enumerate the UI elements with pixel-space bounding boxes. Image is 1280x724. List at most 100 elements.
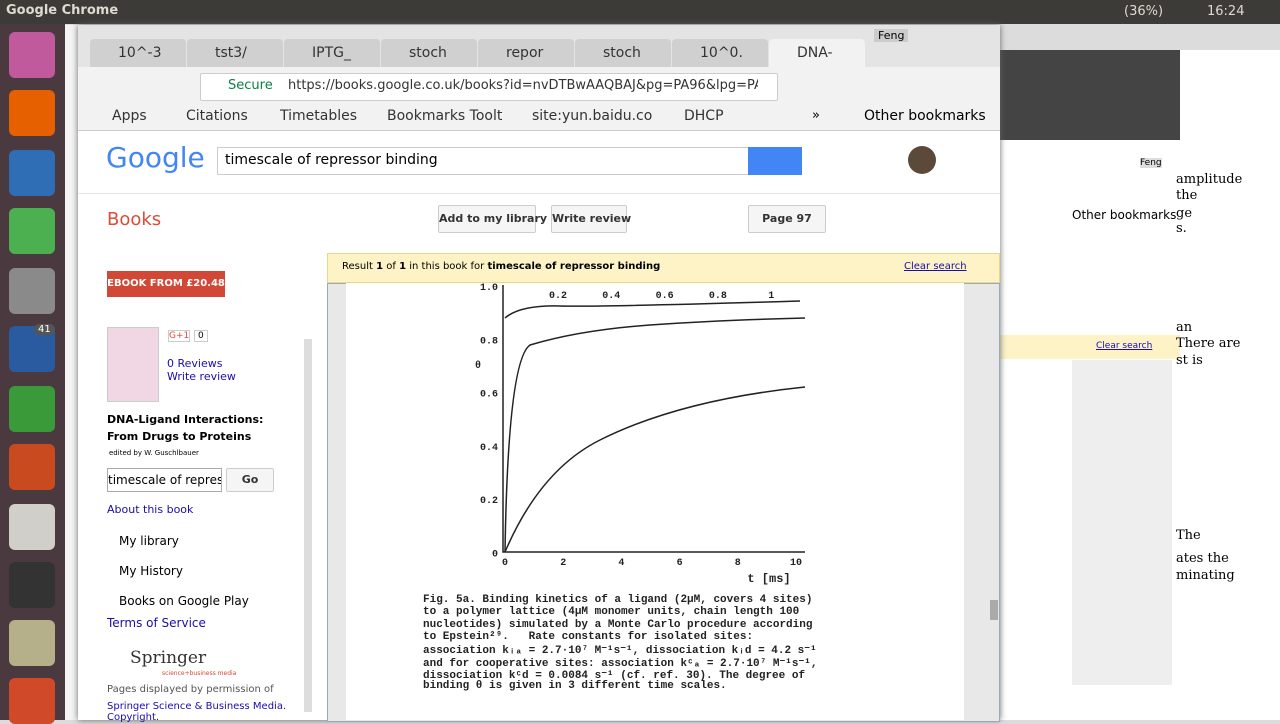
launcher: 41 <box>0 24 65 724</box>
bookmark[interactable]: site:yun.baidu.co <box>532 108 653 124</box>
y-tick-label: 0.2 <box>480 496 498 507</box>
bookmark[interactable]: Apps <box>112 108 147 124</box>
tab[interactable] <box>90 39 186 67</box>
tab-title[interactable]: DNA- <box>797 45 833 61</box>
desktop-edge <box>65 25 78 720</box>
write-review-link[interactable]: Write review <box>167 370 236 383</box>
bg-clear[interactable]: Clear search <box>1096 341 1153 351</box>
calc[interactable] <box>9 386 55 432</box>
tab-title[interactable]: 10^0. <box>700 45 743 61</box>
bg-profile: Feng <box>1140 158 1162 168</box>
gplus[interactable]: G+1 <box>168 330 191 342</box>
bg-bookmarks: Other bookmarks <box>1072 208 1177 222</box>
top-tick-label: 1 <box>768 291 774 302</box>
tab[interactable] <box>478 39 574 67</box>
tab[interactable] <box>575 39 671 67</box>
dash[interactable] <box>9 32 55 78</box>
figure-curve <box>504 300 801 319</box>
tab[interactable] <box>187 39 283 67</box>
bg-battery: (99%) <box>1032 138 1066 151</box>
bookmark[interactable]: Bookmarks Toolt <box>387 108 503 124</box>
book-page <box>346 283 964 720</box>
viewer-scroll[interactable] <box>990 600 998 620</box>
writer[interactable] <box>9 150 55 196</box>
system-bar <box>0 0 1280 24</box>
book-cover[interactable] <box>107 327 159 402</box>
caption-line: nucleotides) simulated by a Monte Carlo … <box>423 618 813 631</box>
r: Result <box>342 261 373 272</box>
sidebar-scroll[interactable] <box>304 339 312 712</box>
page-select[interactable]: Page 97 <box>748 205 826 233</box>
book-title: DNA-Ligand Interactions: From Drugs to P… <box>107 413 264 443</box>
play-link[interactable]: Books on Google Play <box>119 594 249 608</box>
tab-title[interactable]: IPTG_ <box>312 45 351 61</box>
app-name: Google Chrome <box>6 3 119 18</box>
tab[interactable] <box>769 39 865 67</box>
bg-toolbar <box>1000 50 1180 140</box>
other-bookmarks[interactable]: Other bookmarks <box>864 108 986 124</box>
profile[interactable]: Feng <box>874 29 909 42</box>
bg-text-line: There are <box>1176 336 1241 351</box>
search-button[interactable] <box>748 147 802 175</box>
tab-title[interactable]: stoch <box>603 45 641 61</box>
permission-link[interactable]: Springer Science & Business Media. Copyr… <box>107 701 287 723</box>
tab-title[interactable]: repor <box>506 45 544 61</box>
r: in this book for <box>409 261 485 272</box>
google-logo[interactable]: Google <box>106 141 205 174</box>
terms[interactable]: Terms of Service <box>107 616 206 630</box>
x-tick-label: 10 <box>790 558 802 569</box>
tab-title[interactable]: tst3/ <box>215 45 247 61</box>
clear-search[interactable]: Clear search <box>904 261 967 272</box>
clock[interactable]: 16:24 <box>1207 4 1245 19</box>
x-tick-label: 4 <box>618 558 624 569</box>
bookmark[interactable]: Timetables <box>280 108 358 124</box>
secure: Secure <box>228 78 273 93</box>
bookmark[interactable]: Citations <box>186 108 248 124</box>
app[interactable] <box>9 678 55 724</box>
tab[interactable] <box>284 39 380 67</box>
tab-title[interactable]: stoch <box>409 45 447 61</box>
bg-text-line: ge <box>1176 206 1193 221</box>
y-tick-label: 0 <box>492 550 498 561</box>
more[interactable]: » <box>812 108 820 123</box>
result-text: Result 1 of 1 in this book for timescale… <box>342 261 660 272</box>
battery[interactable]: (36%) <box>1124 4 1164 19</box>
chrome-window: Feng 10^-3 tst3/IPTG_ stoch repor stoch 10^0.… <box>78 25 1000 723</box>
my-history[interactable]: My History <box>119 564 183 578</box>
add-library[interactable]: Add to my library <box>438 205 547 233</box>
ebook-button[interactable]: EBOOK FROM £20.48 <box>107 271 225 297</box>
avatar[interactable] <box>908 146 936 174</box>
url[interactable]: https://books.google.co.uk/books?id=nvDT… <box>288 78 758 93</box>
figure: 0.2 0.4 0.6 0.8 1 1.0 0.8 0.6 0.4 0.2 00 2 4 6 8 10 θ t [… <box>475 283 806 586</box>
search-query: timescale of repressor binding <box>225 152 438 168</box>
files[interactable] <box>9 268 55 314</box>
about-link[interactable]: About this book <box>107 503 194 516</box>
tab[interactable] <box>672 39 768 67</box>
firefox[interactable] <box>9 90 55 136</box>
write-review[interactable]: Write review <box>551 205 631 233</box>
top-tick-label: 0.2 <box>549 291 567 302</box>
inside-search[interactable]: timescale of represso <box>107 468 222 492</box>
tab-title[interactable]: 10^-3 <box>118 45 162 61</box>
amazon[interactable] <box>9 504 55 550</box>
caption-line: to a polymer lattice (4μM monomer units,… <box>423 606 800 619</box>
books-title[interactable]: Books <box>107 209 162 230</box>
bookmark[interactable]: DHCP <box>684 108 724 124</box>
app[interactable] <box>9 620 55 666</box>
tab[interactable] <box>381 39 477 67</box>
r: 1 <box>376 261 384 272</box>
terminal[interactable] <box>9 562 55 608</box>
badge: 41 <box>34 324 55 335</box>
my-library[interactable]: My library <box>119 534 179 548</box>
omnibox[interactable] <box>200 73 778 101</box>
go-button[interactable]: Go <box>226 468 274 492</box>
reviews[interactable]: 0 Reviews <box>167 357 223 370</box>
r: 1 <box>399 261 407 272</box>
x-axis-label: t [ms] <box>747 572 790 586</box>
bg-text-line: The <box>1176 528 1201 543</box>
impress[interactable] <box>9 444 55 490</box>
top-tick-label: 0.8 <box>709 291 727 302</box>
chrome[interactable] <box>9 208 55 254</box>
caption-line: and for cooperative sites: association k… <box>423 657 818 670</box>
bg-result <box>1000 335 1180 359</box>
